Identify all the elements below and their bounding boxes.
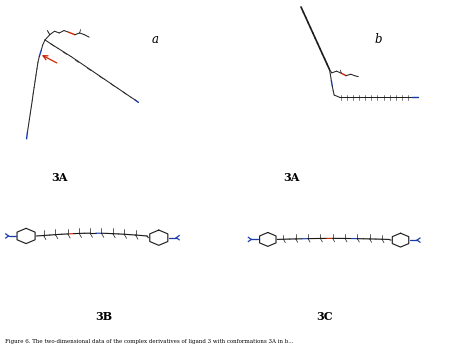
Text: 3A: 3A [283,172,300,183]
Text: Figure 6. The two-dimensional data of the complex derivatives of ligand 3 with c: Figure 6. The two-dimensional data of th… [5,339,293,344]
Text: 3B: 3B [96,311,113,322]
Text: a: a [152,33,159,46]
Text: b: b [374,33,382,46]
Text: 3C: 3C [316,311,333,322]
Text: 3A: 3A [51,172,67,183]
